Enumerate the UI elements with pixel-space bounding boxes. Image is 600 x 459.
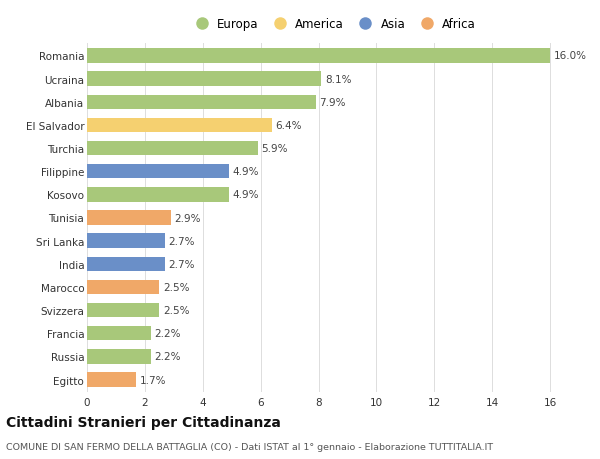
Bar [87,257,165,271]
Text: 16.0%: 16.0% [554,51,587,62]
Bar [87,234,165,248]
Bar [87,349,151,364]
Bar [87,188,229,202]
Bar [87,303,160,318]
Text: 4.9%: 4.9% [232,167,259,177]
Bar [87,326,151,341]
Text: COMUNE DI SAN FERMO DELLA BATTAGLIA (CO) - Dati ISTAT al 1° gennaio - Elaborazio: COMUNE DI SAN FERMO DELLA BATTAGLIA (CO)… [6,442,493,451]
Text: 4.9%: 4.9% [232,190,259,200]
Bar [87,165,229,179]
Bar [87,72,322,87]
Text: 8.1%: 8.1% [325,74,352,84]
Text: 6.4%: 6.4% [275,121,302,131]
Text: 2.5%: 2.5% [163,282,190,292]
Text: 1.7%: 1.7% [140,375,166,385]
Text: Cittadini Stranieri per Cittadinanza: Cittadini Stranieri per Cittadinanza [6,415,281,429]
Text: 2.2%: 2.2% [154,352,181,362]
Bar [87,141,258,156]
Text: 2.5%: 2.5% [163,305,190,315]
Bar [87,95,316,110]
Text: 7.9%: 7.9% [319,97,346,107]
Bar [87,373,136,387]
Bar [87,118,272,133]
Text: 2.7%: 2.7% [169,236,195,246]
Bar [87,49,550,63]
Bar [87,211,171,225]
Text: 5.9%: 5.9% [261,144,288,154]
Text: 2.2%: 2.2% [154,329,181,339]
Bar [87,280,160,295]
Text: 2.9%: 2.9% [175,213,201,223]
Text: 2.7%: 2.7% [169,259,195,269]
Legend: Europa, America, Asia, Africa: Europa, America, Asia, Africa [190,18,476,31]
